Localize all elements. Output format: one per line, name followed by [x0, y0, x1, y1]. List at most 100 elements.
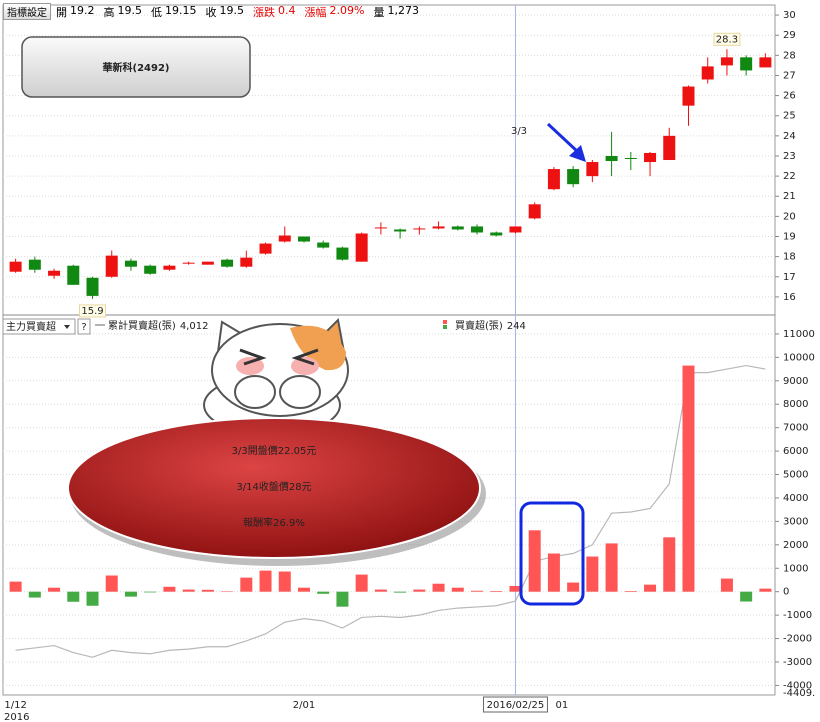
candle-body: [124, 260, 137, 267]
bar: [720, 578, 733, 592]
bar: [317, 591, 330, 594]
bar: [355, 574, 368, 592]
quote-item: 量 1,273: [373, 4, 419, 20]
candle-body: [144, 265, 157, 274]
candle-body: [28, 259, 41, 270]
quote-value: 1,273: [387, 3, 419, 17]
selector-label[interactable]: 主力買賣超: [6, 320, 56, 333]
candle-body: [221, 259, 234, 267]
bar: [144, 591, 157, 593]
candle-body: [259, 243, 272, 254]
y-tick-label: 3000: [783, 516, 808, 527]
candle-body: [394, 229, 407, 232]
legend-value: 4,012: [180, 321, 209, 332]
y-tick-label: 6000: [783, 446, 808, 457]
candle-body: [336, 247, 349, 260]
y-tick-label: 11000: [783, 329, 815, 340]
extreme-label-box: [79, 304, 107, 318]
candle-body: [624, 157, 637, 160]
y-tick-label: 18: [783, 252, 796, 263]
bar: [432, 583, 445, 592]
help-label[interactable]: ?: [81, 322, 86, 333]
x-year-label: 2016: [4, 712, 29, 722]
selector-arrow: [64, 325, 70, 329]
y-tick-label: 28: [783, 50, 796, 61]
quote-value: 19.5: [117, 3, 143, 17]
summary-ellipse: [67, 417, 481, 559]
quote-label: 漲跌: [253, 5, 275, 19]
y-tick-label: -3000: [783, 657, 812, 668]
candle-body: [105, 255, 118, 277]
y-tick-label: 19: [783, 232, 796, 243]
bar: [182, 589, 195, 592]
cat-cheek: [291, 357, 319, 375]
candle-body: [67, 265, 80, 285]
candle-body: [182, 262, 195, 264]
quote-value: 19.5: [219, 3, 245, 17]
extreme-label: 28.3: [716, 34, 738, 45]
legend-bar-icon-down: [443, 325, 447, 329]
y-tick-label: 24: [783, 131, 796, 142]
quote-label: 開: [56, 5, 67, 19]
summary-line: 3/14收盤價28元: [236, 480, 311, 493]
bar: [547, 553, 560, 592]
bar: [567, 582, 580, 592]
quote-item: 高 19.5: [104, 4, 143, 20]
cat-paw: [234, 375, 276, 409]
y-tick-label: 21: [783, 191, 796, 202]
bar: [67, 591, 80, 602]
y-tick-label: 4000: [783, 493, 808, 504]
indicator-button[interactable]: 指標設定: [3, 3, 51, 20]
bar: [451, 587, 464, 592]
quote-label: 收: [205, 5, 217, 19]
y-tick-label: 30: [783, 10, 796, 21]
candle-body: [547, 169, 560, 190]
quote-label: 漲幅: [304, 5, 327, 19]
quote-item: 漲跌 0.4: [253, 4, 296, 20]
bar: [28, 591, 41, 598]
candle-body: [567, 169, 580, 185]
candle-body: [528, 204, 541, 219]
bar: [682, 365, 695, 592]
candle-body: [509, 226, 522, 233]
legend-value: 244: [507, 321, 526, 332]
bar: [394, 591, 407, 593]
candle-body: [9, 261, 22, 272]
summary-line: 報酬率26.9%: [243, 516, 305, 529]
highlight-box: [519, 501, 585, 606]
candle-body: [317, 242, 330, 248]
cat-patch: [290, 325, 346, 371]
x-tick-label: 01: [556, 700, 569, 711]
bar: [86, 591, 99, 606]
candle-body: [48, 270, 61, 276]
toolbar: 指標設定 開 19.2 高 19.5 低 19.15 收 19.5 漲跌 0.4 漲幅 2.09% 量 1…: [3, 3, 423, 20]
candle-body: [471, 226, 484, 233]
candle-body: [490, 232, 503, 236]
help-box[interactable]: [77, 318, 91, 335]
bar: [297, 587, 310, 592]
y-tick-label: 26: [783, 91, 796, 102]
line-series: [15, 364, 766, 658]
bottom-marker: -4409.: [783, 688, 815, 699]
bar: [278, 571, 291, 592]
candle-body: [682, 86, 695, 106]
y-tick-label: 1000: [783, 563, 808, 574]
candle-body: [278, 235, 291, 242]
y-tick-label: 2000: [783, 540, 808, 551]
bar: [759, 588, 772, 592]
candle-body: [720, 57, 733, 66]
y-tick-label: 27: [783, 70, 796, 81]
callout-text: 3/3: [511, 126, 527, 137]
x-tick-label: 1/12: [4, 700, 26, 711]
badge-title: 華新科(2492): [103, 61, 170, 74]
bar: [528, 530, 541, 592]
quote-value: 19.2: [70, 3, 95, 17]
bar: [413, 589, 426, 592]
bar: [105, 575, 118, 592]
selector-box[interactable]: [2, 318, 76, 335]
bar: [201, 589, 214, 592]
quote-label: 量: [373, 5, 385, 19]
candle-body: [451, 226, 464, 230]
bar: [624, 590, 637, 592]
